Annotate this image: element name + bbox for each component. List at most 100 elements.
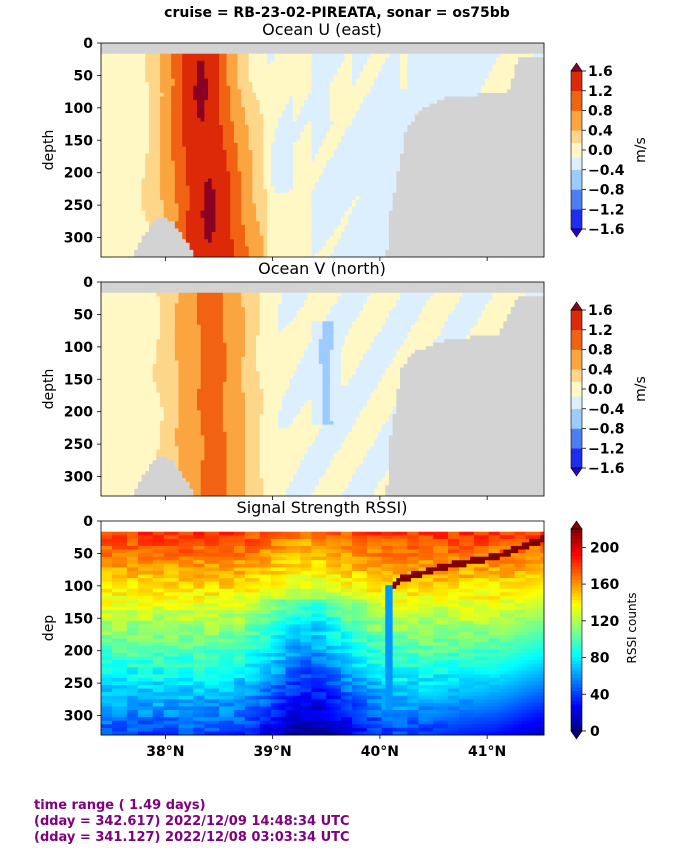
field-cell: [278, 157, 282, 161]
field-cell: [230, 207, 234, 211]
field-cell: [252, 125, 256, 129]
field-cell: [315, 182, 319, 186]
field-cell: [138, 47, 142, 51]
field-cell: [404, 171, 408, 175]
field-cell: [275, 204, 279, 208]
field-cell: [108, 232, 112, 236]
field-cell: [149, 168, 153, 172]
field-cell: [271, 157, 275, 161]
field-cell: [134, 107, 138, 111]
field-cell: [334, 129, 338, 133]
field-cell: [175, 232, 179, 236]
field-cell: [293, 161, 297, 165]
field-cell: [201, 154, 205, 158]
field-cell: [323, 200, 327, 204]
field-cell: [337, 114, 341, 118]
field-cell: [186, 146, 190, 150]
field-cell: [112, 243, 116, 247]
field-cell: [212, 68, 216, 72]
field-cell: [319, 204, 323, 208]
field-cell: [197, 204, 201, 208]
field-cell: [404, 164, 408, 168]
field-cell: [275, 239, 279, 243]
field-cell: [227, 207, 231, 211]
field-cell: [345, 171, 349, 175]
field-cell: [230, 121, 234, 125]
field-cell: [119, 204, 123, 208]
field-cell: [193, 89, 197, 93]
field-cell: [359, 47, 363, 51]
field-cell: [356, 118, 360, 122]
field-cell: [308, 243, 312, 247]
field-cell: [359, 182, 363, 186]
field-cell: [400, 43, 404, 47]
field-cell: [156, 246, 160, 250]
field-cell: [282, 107, 286, 111]
field-cell: [293, 54, 297, 58]
field-cell: [308, 50, 312, 54]
field-cell: [186, 179, 190, 183]
field-cell: [193, 157, 197, 161]
field-cell: [186, 121, 190, 125]
field-cell: [289, 132, 293, 136]
field-cell: [297, 114, 301, 118]
field-cell: [108, 182, 112, 186]
field-cell: [286, 129, 290, 133]
field-cell: [112, 89, 116, 93]
field-cell: [138, 143, 142, 147]
field-cell: [359, 171, 363, 175]
field-cell: [297, 50, 301, 54]
field-cell: [197, 93, 201, 97]
field-cell: [256, 43, 260, 47]
field-cell: [319, 214, 323, 218]
field-cell: [131, 43, 135, 47]
field-cell: [367, 86, 371, 90]
field-cell: [359, 225, 363, 229]
field-cell: [271, 50, 275, 54]
field-cell: [167, 121, 171, 125]
field-cell: [127, 72, 131, 76]
field-cell: [407, 93, 411, 97]
field-cell: [330, 139, 334, 143]
field-cell: [293, 154, 297, 158]
field-cell: [249, 89, 253, 93]
field-cell: [308, 89, 312, 93]
field-cell: [286, 196, 290, 200]
field-cell: [326, 228, 330, 232]
field-cell: [156, 64, 160, 68]
field-cell: [238, 129, 242, 133]
field-cell: [311, 196, 315, 200]
field-cell: [348, 157, 352, 161]
field-cell: [385, 236, 389, 240]
field-cell: [101, 168, 105, 172]
field-cell: [282, 93, 286, 97]
field-cell: [149, 79, 153, 83]
field-cell: [407, 61, 411, 65]
field-cell: [215, 161, 219, 165]
field-cell: [378, 47, 382, 51]
field-cell: [249, 132, 253, 136]
field-cell: [238, 50, 242, 54]
field-cell: [197, 143, 201, 147]
field-cell: [182, 150, 186, 154]
field-cell: [116, 157, 120, 161]
field-cell: [234, 161, 238, 165]
field-cell: [131, 54, 135, 58]
field-cell: [167, 132, 171, 136]
field-cell: [238, 100, 242, 104]
field-cell: [138, 239, 142, 243]
field-cell: [378, 132, 382, 136]
field-cell: [227, 64, 231, 68]
field-cell: [249, 228, 253, 232]
field-cell: [263, 125, 267, 129]
field-cell: [131, 132, 135, 136]
field-cell: [245, 232, 249, 236]
field-cell: [190, 50, 194, 54]
field-cell: [278, 82, 282, 86]
field-cell: [308, 43, 312, 47]
field-cell: [404, 64, 408, 68]
field-cell: [326, 93, 330, 97]
field-cell: [134, 207, 138, 211]
field-cell: [175, 179, 179, 183]
field-cell: [179, 193, 183, 197]
